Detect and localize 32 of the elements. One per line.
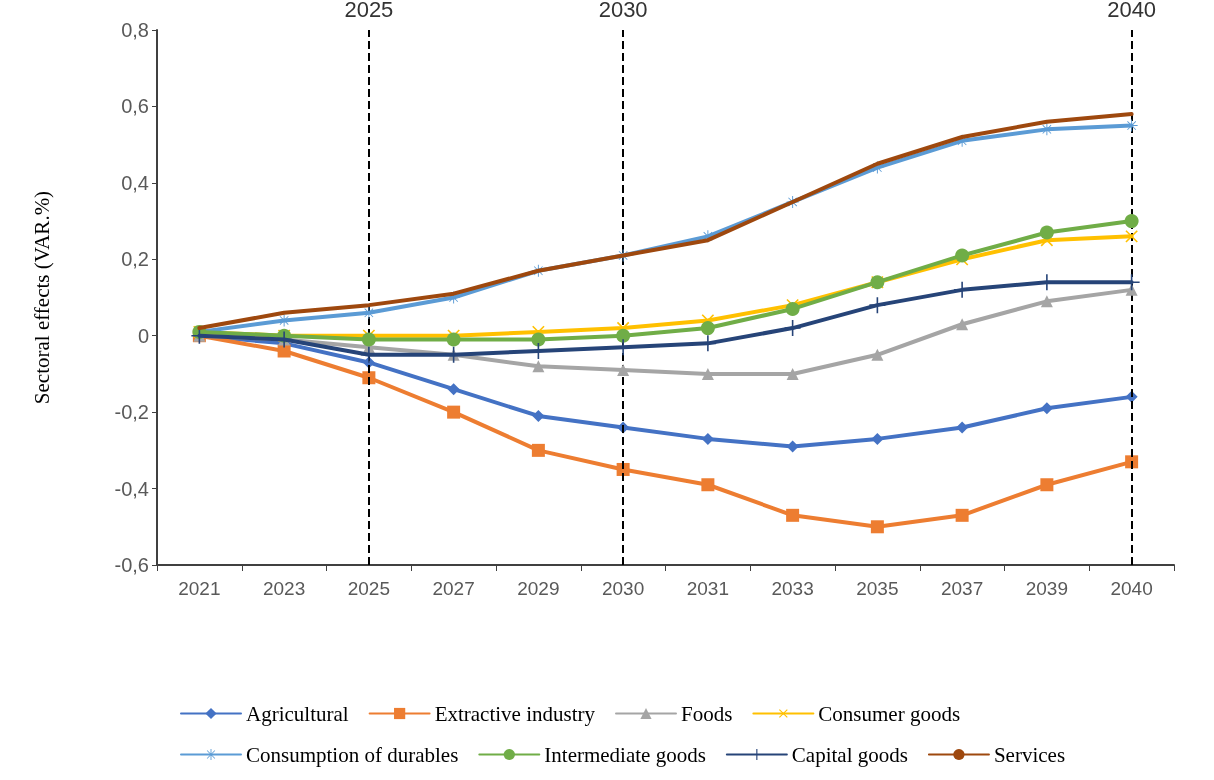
y-axis-title: Sectoral effects (VAR.%) xyxy=(29,190,54,405)
x-tick-label: 2040 xyxy=(1110,578,1153,599)
x-tick-label: 2035 xyxy=(856,578,899,599)
y-tick-label: -0,4 xyxy=(114,477,149,500)
y-tick-label: 0,6 xyxy=(121,95,149,118)
legend-label: Consumption of durables xyxy=(246,742,459,767)
ref-line-label: 2040 xyxy=(1107,0,1157,22)
legend-label: Agricultural xyxy=(246,701,349,726)
y-tick-label: -0,2 xyxy=(114,401,149,424)
x-tick-label: 2027 xyxy=(432,578,475,599)
ref-line-label: 2030 xyxy=(598,0,648,22)
x-tick-label: 2031 xyxy=(686,578,730,599)
x-tick-label: 2023 xyxy=(262,578,306,599)
x-tick-label: 2030 xyxy=(601,578,645,599)
y-tick-label: -0,6 xyxy=(114,554,149,576)
y-tick-label: 0,2 xyxy=(121,248,149,271)
legend-label: Foods xyxy=(681,701,733,726)
y-tick-label: 0 xyxy=(137,324,149,347)
legend-label: Intermediate goods xyxy=(544,742,706,767)
x-tick-label: 2039 xyxy=(1025,578,1069,599)
x-tick-label: 2025 xyxy=(347,578,391,599)
legend-label: Extractive industry xyxy=(434,701,596,726)
x-tick-label: 2029 xyxy=(517,578,560,599)
x-tick-label: 2037 xyxy=(940,578,984,599)
y-tick-label: 0,4 xyxy=(121,171,149,194)
x-tick-label: 2021 xyxy=(178,578,221,599)
legend-label: Capital goods xyxy=(791,742,908,767)
y-tick-label: 0,8 xyxy=(121,19,149,41)
legend-label: Services xyxy=(993,742,1066,767)
ref-line-label: 2025 xyxy=(344,0,394,22)
legend-label: Consumer goods xyxy=(818,701,961,726)
x-tick-label: 2033 xyxy=(771,578,814,599)
